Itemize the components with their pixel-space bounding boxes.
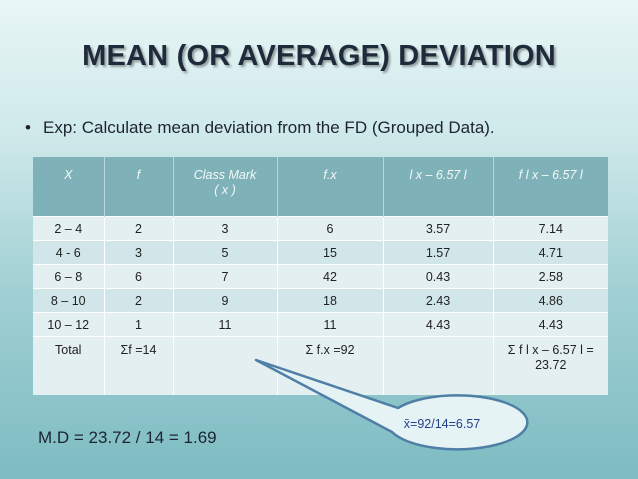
cell-class: 4 - 6 xyxy=(33,240,104,265)
cell-f-abs-deviation: 4.86 xyxy=(492,288,608,313)
cell-abs-deviation: 1.57 xyxy=(382,240,493,265)
total-f-abs-deviation: Σ f l x – 6.57 l = 23.72 xyxy=(492,336,608,395)
cell-fx: 11 xyxy=(276,312,383,337)
cell-class-mark: 11 xyxy=(172,312,277,337)
table-row: 8 – 10 2 9 18 2.43 4.86 xyxy=(33,288,608,313)
cell-f-abs-deviation: 2.58 xyxy=(492,264,608,289)
cell-frequency: 2 xyxy=(103,288,173,313)
total-fx: Σ f.x =92 xyxy=(276,336,383,395)
total-class-mark xyxy=(172,336,277,395)
bullet-line: • Exp: Calculate mean deviation from the … xyxy=(25,118,495,138)
cell-abs-deviation: 3.57 xyxy=(382,216,493,241)
cell-class-mark: 9 xyxy=(172,288,277,313)
cell-class: 2 – 4 xyxy=(33,216,104,241)
frequency-distribution-table: X f Class Mark ( x ) f.x l x – 6.57 l f … xyxy=(33,157,608,395)
cell-frequency: 3 xyxy=(103,240,173,265)
cell-fx: 6 xyxy=(276,216,383,241)
table-row: 6 – 8 6 7 42 0.43 2.58 xyxy=(33,264,608,289)
cell-frequency: 1 xyxy=(103,312,173,337)
callout-text: x̄=92/14=6.57 xyxy=(403,417,481,431)
cell-fx: 15 xyxy=(276,240,383,265)
table-row: 4 - 6 3 5 15 1.57 4.71 xyxy=(33,240,608,265)
total-frequency: Σf =14 xyxy=(103,336,173,395)
cell-frequency: 2 xyxy=(103,216,173,241)
table-total-row: Total Σf =14 Σ f.x =92 Σ f l x – 6.57 l … xyxy=(33,336,608,395)
cell-class: 6 – 8 xyxy=(33,264,104,289)
header-fx: f.x xyxy=(276,157,383,217)
total-label: Total xyxy=(33,336,104,395)
cell-f-abs-deviation: 7.14 xyxy=(492,216,608,241)
bullet-text: Exp: Calculate mean deviation from the F… xyxy=(43,118,495,137)
mean-deviation-result: M.D = 23.72 / 14 = 1.69 xyxy=(38,428,217,447)
cell-fx: 42 xyxy=(276,264,383,289)
cell-class-mark: 3 xyxy=(172,216,277,241)
header-x: X xyxy=(33,157,104,217)
cell-abs-deviation: 2.43 xyxy=(382,288,493,313)
table-row: 10 – 12 1 11 11 4.43 4.43 xyxy=(33,312,608,337)
cell-abs-deviation: 4.43 xyxy=(382,312,493,337)
header-f-abs-deviation: f l x – 6.57 l xyxy=(492,157,608,217)
slide-title: MEAN (OR AVERAGE) DEVIATION xyxy=(82,40,556,72)
bullet-marker: • xyxy=(25,118,31,137)
cell-class-mark: 7 xyxy=(172,264,277,289)
cell-class-mark: 5 xyxy=(172,240,277,265)
cell-frequency: 6 xyxy=(103,264,173,289)
cell-f-abs-deviation: 4.43 xyxy=(492,312,608,337)
header-abs-deviation: l x – 6.57 l xyxy=(382,157,493,217)
header-f: f xyxy=(103,157,173,217)
cell-class: 8 – 10 xyxy=(33,288,104,313)
cell-fx: 18 xyxy=(276,288,383,313)
table-header-row: X f Class Mark ( x ) f.x l x – 6.57 l f … xyxy=(33,157,608,217)
table-row: 2 – 4 2 3 6 3.57 7.14 xyxy=(33,216,608,241)
total-abs-deviation xyxy=(382,336,493,395)
cell-f-abs-deviation: 4.71 xyxy=(492,240,608,265)
cell-abs-deviation: 0.43 xyxy=(382,264,493,289)
header-class-mark: Class Mark ( x ) xyxy=(172,157,277,217)
cell-class: 10 – 12 xyxy=(33,312,104,337)
